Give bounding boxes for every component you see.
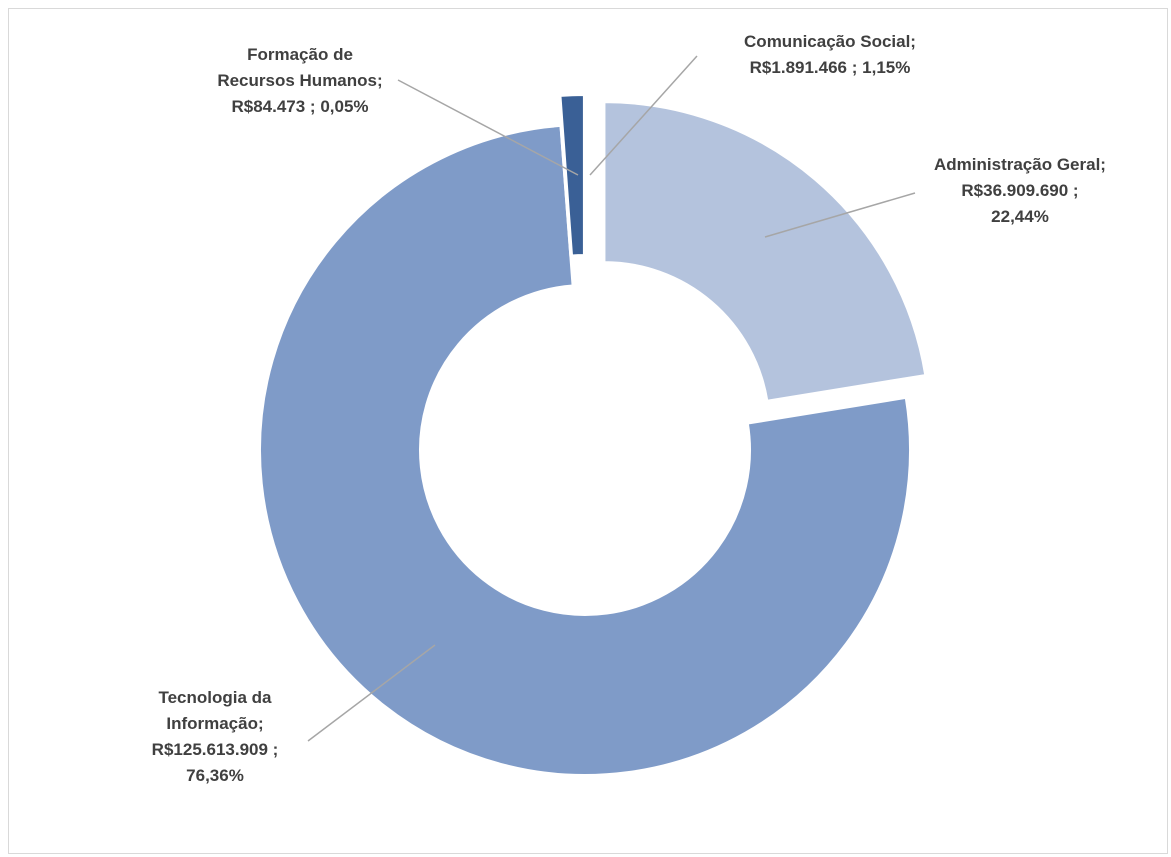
label-value: R$125.613.909 ; — [151, 740, 279, 759]
data-label: Formação de Recursos Humanos; R$84.473 ; … — [210, 42, 390, 120]
label-category: Formação de Recursos Humanos; — [217, 45, 383, 90]
label-percent: 0,05% — [320, 97, 369, 116]
label-percent: 1,15% — [862, 58, 911, 77]
label-category: Comunicação Social; — [744, 32, 916, 51]
label-value: R$1.891.466 ; — [749, 58, 858, 77]
donut-slice — [559, 94, 585, 257]
label-percent: 76,36% — [186, 766, 244, 785]
leader-line — [397, 79, 579, 176]
label-category: Tecnologia da Informação; — [158, 688, 272, 733]
label-category: Administração Geral; — [934, 155, 1106, 174]
donut-slice — [603, 101, 927, 402]
data-label: Tecnologia da Informação; R$125.613.909 ;… — [130, 685, 300, 789]
label-value: R$36.909.690 ; — [961, 181, 1079, 200]
leader-line — [589, 55, 698, 176]
leader-line — [764, 192, 916, 238]
data-label: Administração Geral; R$36.909.690 ; 22,44… — [920, 152, 1120, 230]
label-value: R$84.473 ; — [231, 97, 316, 116]
donut-slice — [557, 94, 572, 257]
data-label: Comunicação Social; R$1.891.466 ; 1,15% — [705, 29, 955, 81]
chart-frame — [8, 8, 1168, 854]
label-percent: 22,44% — [991, 207, 1049, 226]
donut-slice — [259, 124, 911, 776]
leader-line — [307, 644, 436, 742]
